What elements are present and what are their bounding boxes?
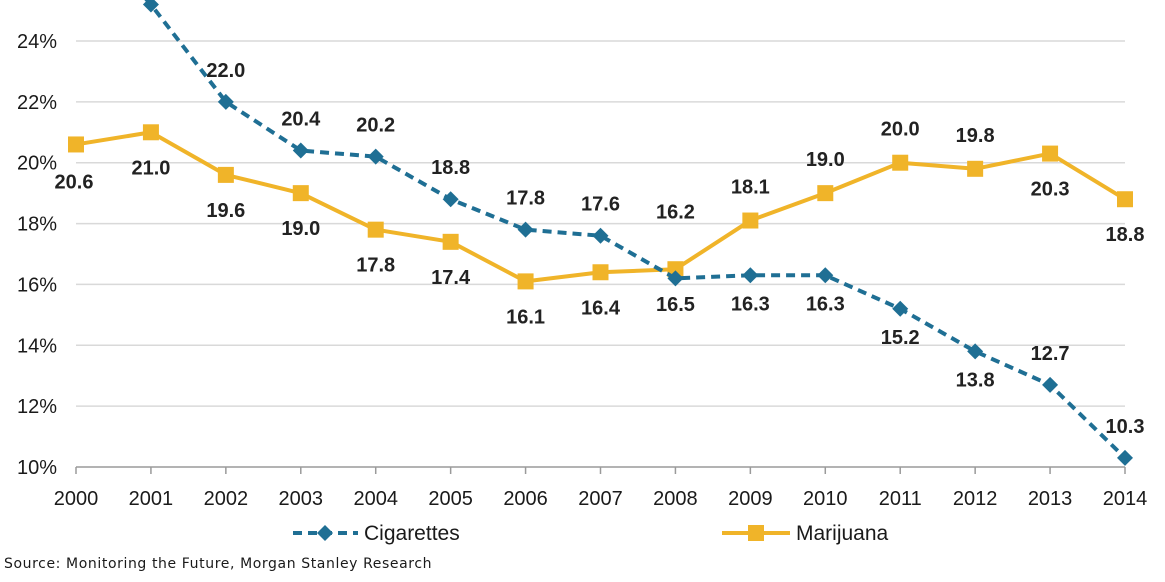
cigarettes-marker [442, 191, 459, 208]
marijuana-marker [217, 166, 234, 183]
legend-marker-cigarettes [317, 525, 333, 541]
y-tick-label: 24% [17, 31, 57, 53]
marijuana-data-label: 18.1 [731, 177, 770, 199]
series-marijuana [68, 124, 1133, 290]
y-tick-label: 14% [17, 335, 57, 357]
x-tick-label: 2003 [279, 488, 324, 510]
y-tick-label: 12% [17, 396, 57, 418]
y-tick-label: 22% [17, 92, 57, 114]
x-tick-label: 2006 [503, 488, 548, 510]
x-tick-label: 2005 [428, 488, 473, 510]
legend-marker-marijuana [748, 525, 764, 541]
cigarettes-marker [367, 148, 384, 165]
marijuana-data-label: 17.4 [431, 267, 471, 289]
cigarettes-data-label: 12.7 [1031, 343, 1070, 365]
marijuana-marker [1117, 191, 1133, 208]
source-note: Source: Monitoring the Future, Morgan St… [4, 556, 433, 572]
cigarettes-marker [1117, 449, 1133, 466]
x-tick-label: 2009 [728, 488, 773, 510]
x-tick-label: 2008 [653, 488, 698, 510]
marijuana-marker [742, 212, 759, 229]
cigarettes-data-label: 16.3 [731, 293, 770, 315]
marijuana-data-label: 20.0 [881, 119, 920, 141]
cigarettes-data-label: 20.4 [281, 109, 321, 131]
y-tick-label: 20% [17, 153, 57, 175]
cigarettes-data-label: 17.8 [506, 188, 545, 210]
chart: 10%12%14%16%18%20%22%24% 2000 2001 2002 200… [17, 0, 1148, 545]
x-tick-label: 2014 [1103, 488, 1148, 510]
x-tick-label: 2001 [129, 488, 174, 510]
cigarettes-data-label: 18.8 [431, 157, 470, 179]
cigarettes-data-label: 17.6 [581, 194, 620, 216]
marijuana-marker [667, 261, 684, 278]
legend-label-marijuana: Marijuana [796, 522, 889, 545]
cigarettes-data-label: 15.2 [881, 327, 920, 349]
y-tick-label: 18% [17, 214, 57, 236]
cigarettes-marker [592, 227, 609, 244]
cigarettes-marker [967, 343, 984, 360]
y-tick-label: 16% [17, 274, 57, 296]
marijuana-data-label: 17.8 [356, 255, 395, 277]
cigarettes-data-label: 20.2 [356, 115, 395, 137]
cigarettes-marker [142, 0, 159, 13]
legend: Cigarettes Marijuana [293, 522, 889, 545]
x-tick-label: 2011 [879, 488, 922, 510]
cigarettes-marker [667, 270, 684, 287]
marijuana-data-label: 16.1 [506, 306, 545, 328]
x-tick-labels: 2000 2001 2002 2003 2004 2005 2006 2007 2008 2009… [54, 488, 1148, 510]
cigarettes-marker [742, 267, 759, 284]
marijuana-marker [517, 273, 534, 290]
marijuana-marker [1042, 145, 1059, 162]
cigarettes-data-label: 10.3 [1106, 416, 1145, 438]
marijuana-marker [142, 124, 159, 141]
x-tick-label: 2000 [54, 488, 99, 510]
marijuana-marker [892, 154, 909, 171]
marijuana-data-label: 16.5 [656, 294, 695, 316]
marijuana-data-label: 20.3 [1031, 179, 1070, 201]
series-group [68, 0, 1133, 466]
marijuana-marker [367, 221, 384, 238]
marijuana-data-label: 20.6 [55, 171, 94, 193]
cigarettes-marker [517, 221, 534, 238]
cigarettes-data-label: 13.8 [956, 369, 995, 391]
y-tick-labels: 10% 12% 14% 16% 18% 20% 22% 24% [17, 31, 57, 479]
marijuana-data-label: 18.8 [1106, 224, 1145, 246]
x-tick-label: 2012 [953, 488, 998, 510]
cigarettes-data-label: 16.2 [656, 201, 695, 223]
gridlines [76, 40, 1125, 407]
x-tick-label: 2007 [578, 488, 623, 510]
marijuana-data-label: 19.0 [806, 149, 845, 171]
marijuana-marker [967, 160, 984, 177]
marijuana-data-label: 19.6 [206, 200, 245, 222]
cigarettes-marker [1042, 376, 1059, 393]
x-tick-label: 2013 [1028, 488, 1073, 510]
series-clip [68, 0, 1133, 466]
cigarettes-marker [817, 267, 834, 284]
cigarettes-marker [292, 142, 309, 159]
x-tick-label: 2010 [803, 488, 848, 510]
marijuana-marker [68, 136, 84, 153]
cigarettes-data-label: 16.3 [806, 293, 845, 315]
legend-label-cigarettes: Cigarettes [364, 522, 460, 545]
marijuana-marker [442, 233, 459, 250]
legend-item-cigarettes: Cigarettes [293, 522, 460, 545]
axes [75, 466, 1126, 474]
cigarettes-marker [217, 93, 234, 110]
x-tick-label: 2002 [204, 488, 249, 510]
marijuana-marker [292, 185, 309, 202]
marijuana-data-label: 19.0 [281, 218, 320, 240]
marijuana-marker [592, 264, 609, 281]
cigarettes-marker [892, 300, 909, 317]
y-tick-label: 10% [17, 457, 57, 479]
series-cigarettes [142, 0, 1133, 466]
cigarettes-data-label: 22.0 [206, 60, 245, 82]
marijuana-data-label: 21.0 [131, 157, 170, 179]
data-labels: 22.0 20.4 20.2 18.8 17.8 17.6 16.2 16.3 16.3 15.2… [55, 60, 1145, 438]
marijuana-marker [817, 185, 834, 202]
marijuana-data-label: 19.8 [956, 125, 995, 147]
x-tick-label: 2004 [353, 488, 398, 510]
marijuana-data-label: 16.4 [581, 297, 621, 319]
legend-item-marijuana: Marijuana [722, 522, 889, 545]
